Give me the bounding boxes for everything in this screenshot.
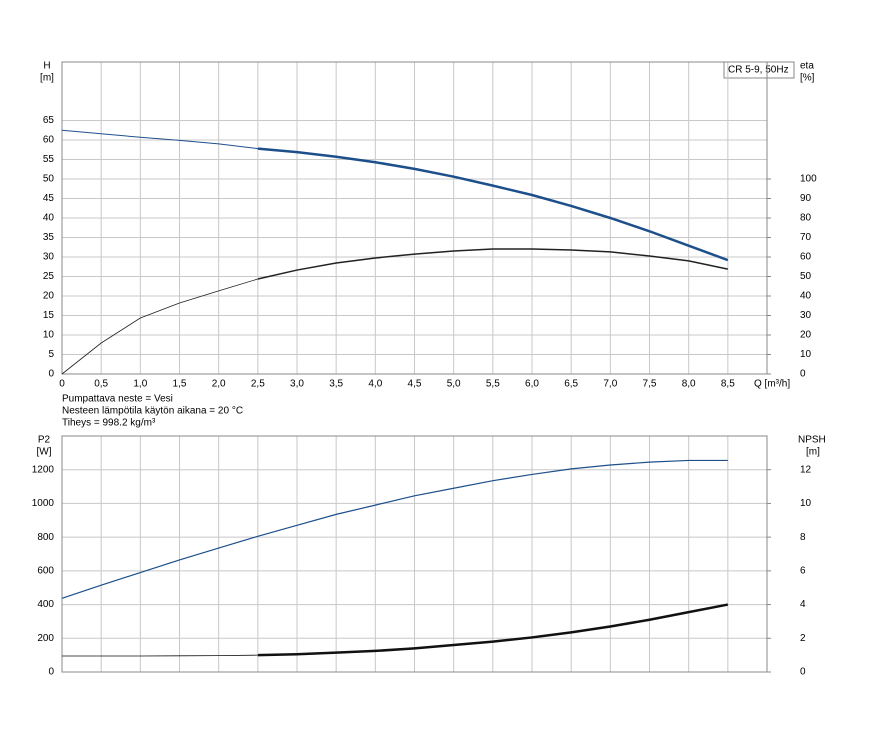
note: Pumpattava neste = Vesi — [62, 394, 173, 405]
y2-tick-label: 2 — [800, 633, 806, 644]
y-tick-label: 10 — [43, 330, 55, 341]
y-tick-label: 200 — [37, 633, 54, 644]
y-tick-label: 1000 — [32, 498, 55, 509]
y2-tick-label: 30 — [800, 310, 812, 321]
curve — [62, 654, 258, 657]
y-tick-label: 400 — [37, 599, 54, 610]
y2-tick-label: 10 — [800, 349, 812, 360]
y-tick-label: 600 — [37, 565, 54, 576]
x-tick-label: 5,5 — [486, 379, 500, 390]
x-tick-label: 1,0 — [133, 379, 147, 390]
curve — [257, 248, 728, 280]
y-tick-label: 45 — [43, 193, 55, 204]
x-tick-label: 5,0 — [447, 379, 461, 390]
y2-tick-label: 10 — [800, 498, 812, 509]
x-tick-label: 4,5 — [408, 379, 422, 390]
y-tick-label: 30 — [43, 252, 55, 263]
y2-unit: [m] — [806, 447, 820, 458]
curve — [61, 129, 258, 150]
y-label: P2 — [38, 435, 51, 446]
x-tick-label: 0,5 — [94, 379, 108, 390]
y2-tick-label: 8 — [800, 532, 806, 543]
note: Tiheys = 998.2 kg/m³ — [62, 418, 156, 429]
y2-tick-label: 100 — [800, 174, 817, 185]
y-tick-label: 5 — [48, 349, 54, 360]
x-tick-label: 0 — [59, 379, 65, 390]
x-tick-label: 1,5 — [173, 379, 187, 390]
y2-tick-label: 60 — [800, 252, 812, 263]
x-tick-label: 7,0 — [603, 379, 617, 390]
y-unit: [W] — [37, 447, 52, 458]
y-tick-label: 15 — [43, 310, 55, 321]
x-tick-label: 3,0 — [290, 379, 304, 390]
x-tick-label: 8,5 — [721, 379, 735, 390]
x-tick-label: 6,5 — [564, 379, 578, 390]
y-label: H — [43, 61, 50, 72]
curve — [257, 603, 729, 657]
y-tick-label: 25 — [43, 271, 55, 282]
x-tick-label: 7,5 — [643, 379, 657, 390]
y2-tick-label: 50 — [800, 271, 812, 282]
note: Nesteen lämpötila käytön aikana = 20 °C — [62, 406, 243, 417]
y-unit: [m] — [40, 73, 54, 84]
curve — [61, 278, 258, 375]
y2-tick-label: 12 — [800, 464, 812, 475]
y-tick-label: 40 — [43, 213, 55, 224]
y2-tick-label: 80 — [800, 213, 812, 224]
plot-frame — [61, 435, 768, 673]
y-tick-label: 50 — [43, 174, 55, 185]
y-tick-label: 1200 — [32, 464, 55, 475]
y-tick-label: 35 — [43, 232, 55, 243]
y-tick-label: 20 — [43, 291, 55, 302]
x-tick-label: 2,5 — [251, 379, 265, 390]
y2-tick-label: 0 — [800, 369, 806, 380]
y-tick-label: 0 — [48, 667, 54, 678]
y2-unit: [%] — [800, 73, 815, 84]
annotation: CR 5-9, 50Hz — [728, 65, 789, 76]
y2-tick-label: 70 — [800, 232, 812, 243]
y2-tick-label: 90 — [800, 193, 812, 204]
plot-frame — [61, 61, 768, 375]
y2-tick-label: 20 — [800, 330, 812, 341]
x-tick-label: 3,5 — [329, 379, 343, 390]
y-tick-label: 0 — [48, 369, 54, 380]
y-tick-label: 55 — [43, 154, 55, 165]
x-label: Q [m³/h] — [754, 379, 790, 390]
curve — [257, 147, 729, 262]
x-tick-label: 8,0 — [682, 379, 696, 390]
x-tick-label: 6,0 — [525, 379, 539, 390]
x-tick-label: 4,0 — [368, 379, 382, 390]
x-tick-label: 2,0 — [212, 379, 226, 390]
curve — [61, 459, 728, 599]
y2-label: eta — [800, 61, 814, 72]
y2-tick-label: 0 — [800, 667, 806, 678]
y-tick-label: 60 — [43, 135, 55, 146]
y2-tick-label: 40 — [800, 291, 812, 302]
y-tick-label: 65 — [43, 115, 55, 126]
y2-tick-label: 6 — [800, 565, 806, 576]
y2-tick-label: 4 — [800, 599, 806, 610]
y-tick-label: 800 — [37, 532, 54, 543]
y2-label: NPSH — [798, 435, 826, 446]
